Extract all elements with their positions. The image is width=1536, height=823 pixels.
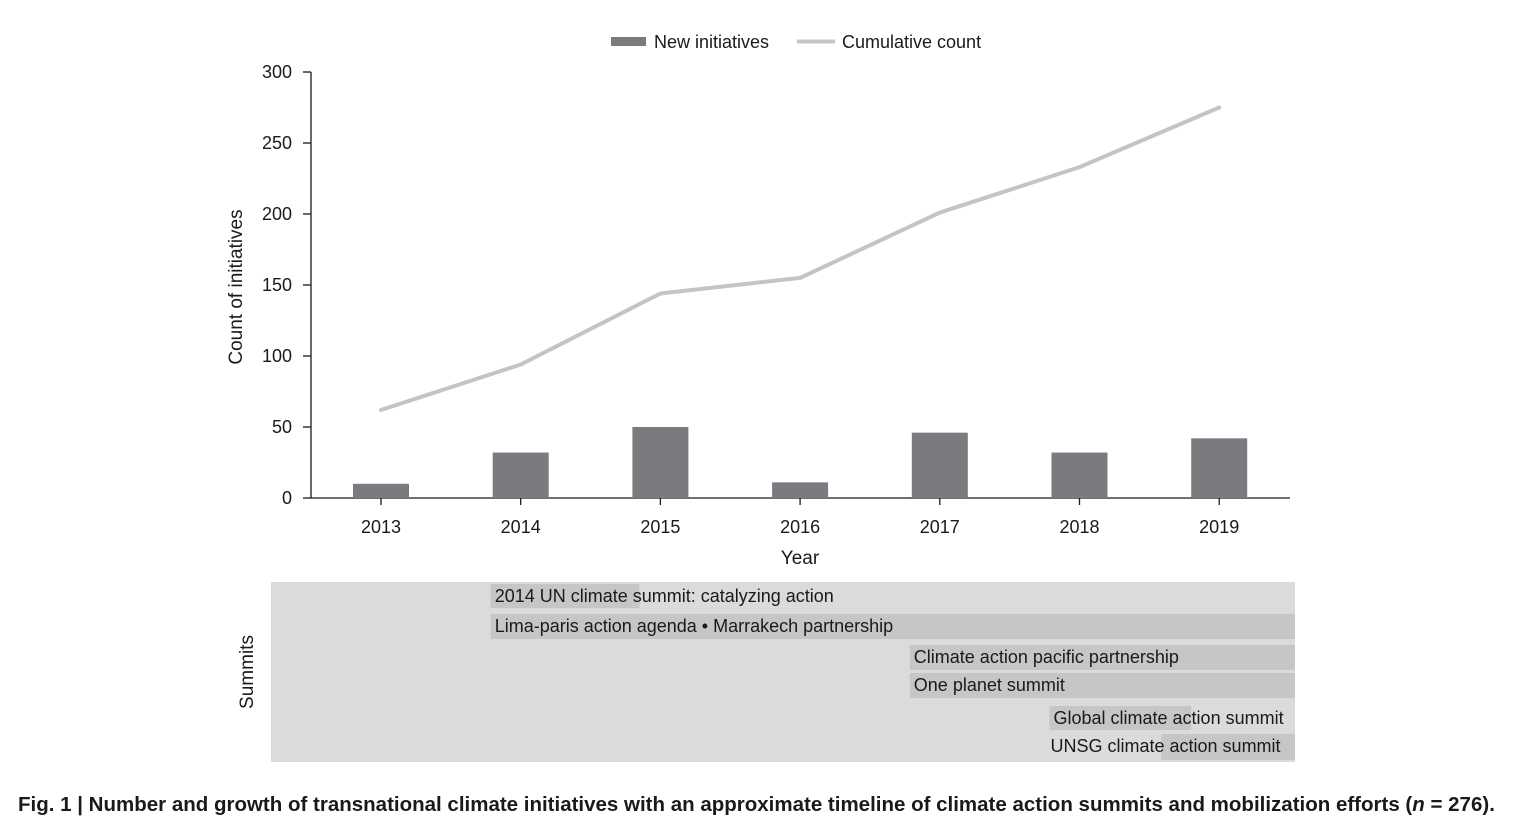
legend-bar-swatch bbox=[611, 37, 646, 46]
summit-label: One planet summit bbox=[914, 675, 1065, 695]
y-tick-label: 50 bbox=[272, 417, 292, 437]
summit-label: 2014 UN climate summit: catalyzing actio… bbox=[495, 586, 834, 606]
cumulative-point-2016 bbox=[798, 276, 802, 280]
summits-panel: Summits 2014 UN climate summit: catalyzi… bbox=[237, 582, 1295, 762]
cumulative-point-2014 bbox=[519, 363, 523, 367]
x-tick-label: 2017 bbox=[920, 517, 960, 537]
y-ticks: 0 50 100 150 200 250 300 bbox=[262, 62, 311, 508]
y-tick-label: 250 bbox=[262, 133, 292, 153]
x-tick-label: 2016 bbox=[780, 517, 820, 537]
summit-band bbox=[1161, 734, 1295, 760]
y-tick-label: 150 bbox=[262, 275, 292, 295]
caption-text-after-n: = 276). bbox=[1424, 793, 1495, 816]
bar-2016 bbox=[772, 482, 829, 498]
bar-series bbox=[353, 427, 1248, 498]
x-tick-label: 2018 bbox=[1059, 517, 1099, 537]
summit-band bbox=[490, 584, 640, 608]
summit-band bbox=[490, 614, 1295, 639]
y-tick-label: 0 bbox=[282, 488, 292, 508]
cumulative-point-2015 bbox=[658, 292, 662, 296]
x-axis-title: Year bbox=[781, 548, 820, 569]
caption-n-symbol: n bbox=[1412, 793, 1425, 816]
cumulative-point-2018 bbox=[1078, 165, 1081, 169]
summit-band bbox=[1049, 706, 1192, 730]
summit-band bbox=[909, 645, 1295, 670]
legend: New initiatives Cumulative count bbox=[611, 32, 981, 52]
y-tick-label: 300 bbox=[262, 62, 292, 82]
cumulative-point-2013 bbox=[379, 408, 383, 412]
summit-label: Climate action pacific partnership bbox=[914, 647, 1179, 667]
axes bbox=[310, 72, 1290, 499]
legend-label-bars: New initiatives bbox=[654, 32, 769, 52]
legend-label-line: Cumulative count bbox=[842, 32, 981, 52]
caption-text-before-n: Number and growth of transnational clima… bbox=[82, 793, 1413, 816]
bar-2017 bbox=[911, 432, 968, 498]
cumulative-point-2019 bbox=[1217, 106, 1221, 109]
x-tick-label: 2015 bbox=[640, 517, 680, 537]
bar-2014 bbox=[492, 452, 549, 498]
y-tick-label: 100 bbox=[262, 346, 292, 366]
y-axis-title: Count of initiatives bbox=[226, 209, 247, 364]
summit-bands: 2014 UN climate summit: catalyzing actio… bbox=[490, 584, 1295, 760]
summit-label: Lima-paris action agenda • Marrakech par… bbox=[495, 616, 894, 636]
bar-2015 bbox=[632, 427, 689, 498]
bar-2013 bbox=[353, 483, 409, 498]
cumulative-line bbox=[379, 105, 1222, 412]
bar-2019 bbox=[1191, 438, 1248, 498]
x-tick-label: 2019 bbox=[1199, 517, 1239, 537]
summit-label: UNSG climate action summit bbox=[1051, 736, 1281, 756]
x-tick-label: 2014 bbox=[501, 517, 541, 537]
caption-prefix: Fig. 1 | bbox=[18, 793, 83, 816]
summit-label: Global climate action summit bbox=[1054, 708, 1284, 728]
summits-axis-label: Summits bbox=[237, 635, 258, 709]
figure-caption: Fig. 1 | Number and growth of transnatio… bbox=[18, 793, 1528, 817]
y-tick-label: 200 bbox=[262, 204, 292, 224]
x-tick-label: 2013 bbox=[361, 517, 401, 537]
cumulative-line-series bbox=[379, 105, 1222, 412]
x-ticks: 2013 2014 2015 2016 2017 2018 2019 bbox=[361, 498, 1239, 537]
cumulative-point-2017 bbox=[938, 211, 942, 215]
summits-panel-background bbox=[271, 582, 1295, 762]
summit-band bbox=[909, 673, 1295, 698]
bar-2018 bbox=[1051, 452, 1108, 498]
